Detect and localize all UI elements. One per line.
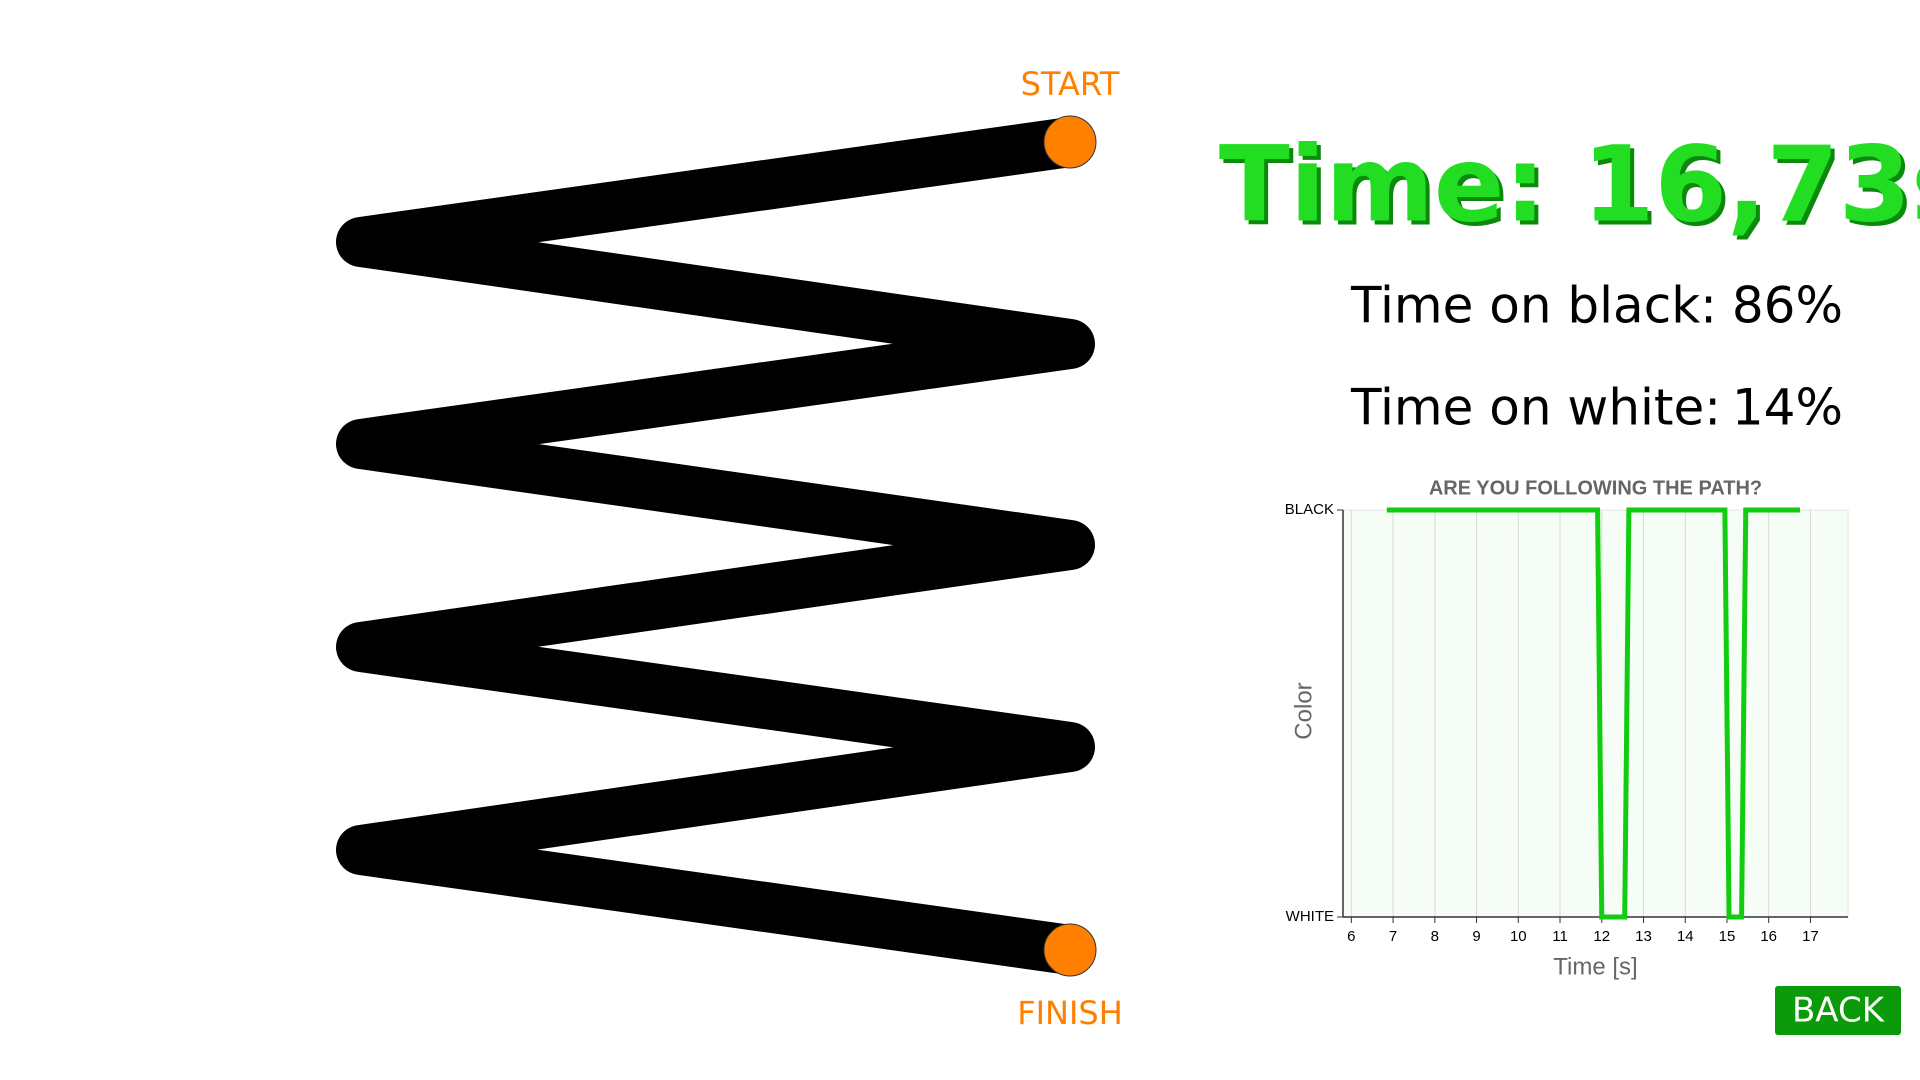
chart: ARE YOU FOLLOWING THE PATH? Time [s] Color… [1285, 477, 1849, 980]
back-button-bg[interactable] [1775, 986, 1901, 1035]
x-tick-label: 17 [1802, 928, 1819, 945]
y-tick-label: WHITE [1286, 908, 1334, 925]
series-line [1386, 507, 1801, 920]
x-tick-label: 12 [1593, 928, 1610, 945]
back-button[interactable]: BACK [1775, 986, 1901, 1035]
x-tick-label: 9 [1472, 928, 1480, 945]
x-tick-label: 10 [1510, 928, 1527, 945]
x-tick-label: 14 [1677, 928, 1694, 945]
black-value: 86% [1732, 277, 1843, 335]
white-label: Time on white: [1350, 379, 1721, 437]
chart-title: ARE YOU FOLLOWING THE PATH? [1429, 477, 1762, 499]
white-value: 14% [1732, 379, 1843, 437]
time-result: Time: 16,73s [1219, 123, 1920, 245]
y-tick-label: BLACK [1285, 501, 1334, 518]
x-tick-label: 7 [1389, 928, 1397, 945]
start-label: START [1021, 65, 1120, 103]
start-dot [1043, 115, 1097, 169]
x-tick-label: 15 [1719, 928, 1736, 945]
x-axis-label: Time [s] [1553, 953, 1637, 980]
finish-dot [1043, 923, 1097, 977]
x-tick-label: 8 [1431, 928, 1439, 945]
plot-background [1342, 509, 1849, 918]
x-tick-label: 6 [1347, 928, 1355, 945]
x-tick-label: 11 [1552, 928, 1568, 945]
finish-label: FINISH [1017, 994, 1123, 1032]
zigzag-path [336, 117, 1095, 975]
x-tick-label: 16 [1760, 928, 1777, 945]
y-axis-label: Color [1290, 682, 1317, 739]
time-shadow: Time: 16,73s [1223, 127, 1920, 249]
x-tick-label: 13 [1635, 928, 1652, 945]
black-label: Time on black: [1350, 277, 1717, 335]
back-button-label[interactable]: BACK [1792, 991, 1886, 1031]
